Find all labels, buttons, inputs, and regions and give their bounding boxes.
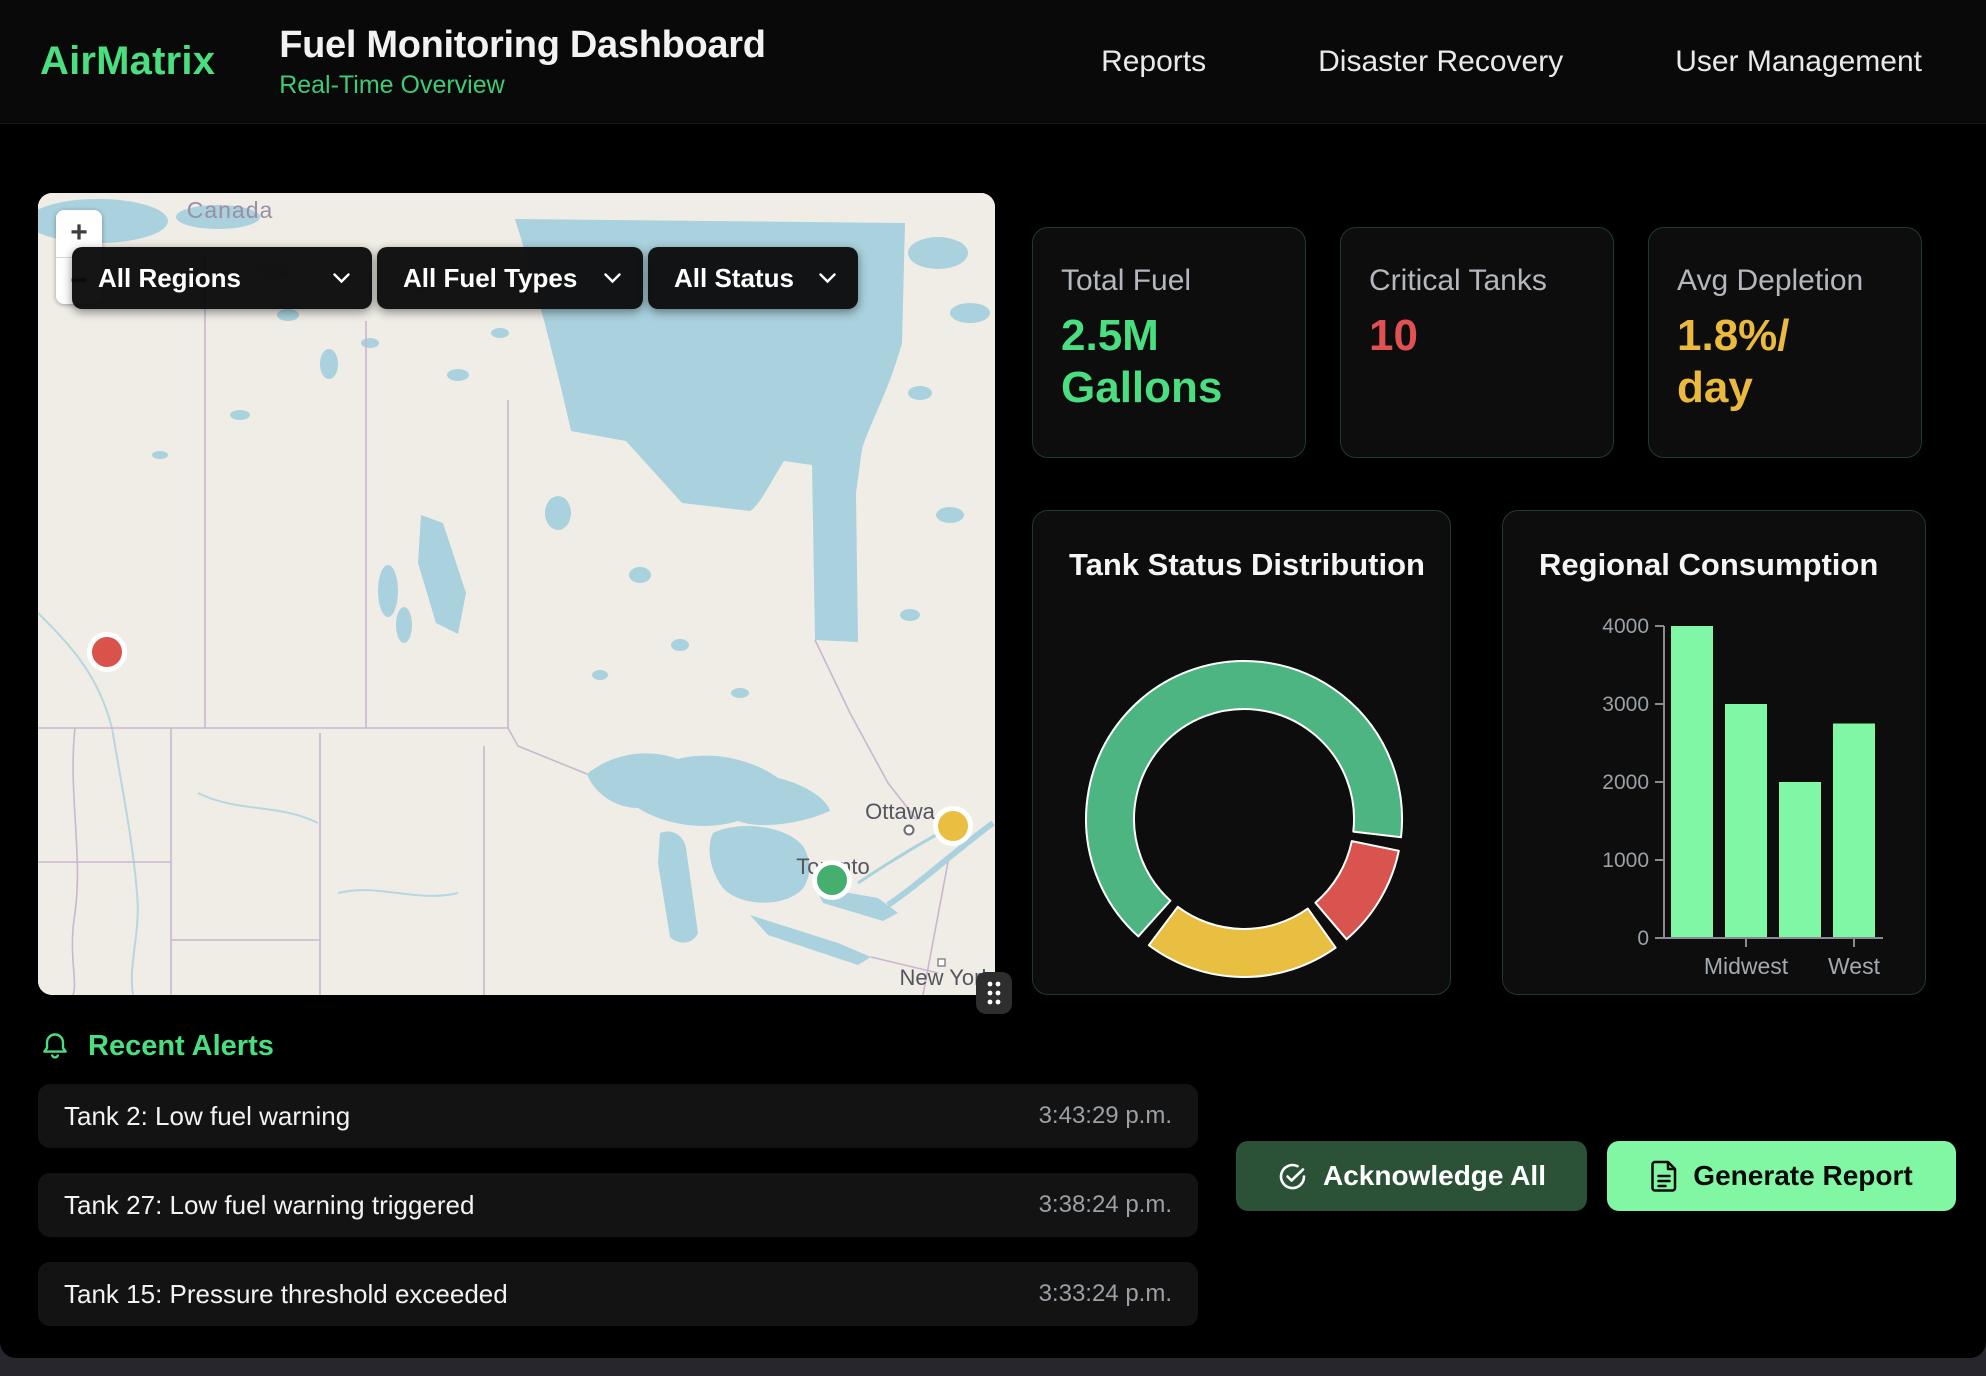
fuel-type-filter-value: All Fuel Types <box>403 263 577 294</box>
main-nav: Reports Disaster Recovery User Managemen… <box>1101 45 1986 79</box>
chevron-down-icon <box>604 273 621 284</box>
alert-row[interactable]: Tank 27: Low fuel warning triggered 3:38… <box>38 1173 1198 1237</box>
region-filter-value: All Regions <box>98 263 241 294</box>
alert-row[interactable]: Tank 15: Pressure threshold exceeded 3:3… <box>38 1262 1198 1326</box>
alert-time: 3:33:24 p.m. <box>1039 1280 1172 1308</box>
tank-map[interactable]: Canada Ottawa Toronto New York + − All R… <box>38 193 995 995</box>
regional-consumption-card: Regional Consumption 01000200030004000Mi… <box>1502 510 1926 995</box>
stat-card-critical-tanks: Critical Tanks 10 <box>1340 227 1614 458</box>
status-filter-select[interactable]: All Status <box>648 247 858 309</box>
map-marker-layer <box>38 193 995 995</box>
alerts-header: Recent Alerts <box>40 1030 274 1063</box>
acknowledge-all-button[interactable]: Acknowledge All <box>1236 1141 1587 1211</box>
page-subtitle: Real-Time Overview <box>279 71 765 100</box>
stat-label: Critical Tanks <box>1369 264 1613 298</box>
y-tick-label: 3000 <box>1602 693 1649 716</box>
y-tick-label: 4000 <box>1602 615 1649 638</box>
alert-message: Tank 2: Low fuel warning <box>64 1101 350 1132</box>
alert-list: Tank 2: Low fuel warning 3:43:29 p.m. Ta… <box>38 1084 1198 1326</box>
alert-time: 3:38:24 p.m. <box>1039 1191 1172 1219</box>
stat-value: 10 <box>1369 310 1613 362</box>
stat-value: 2.5M Gallons <box>1061 310 1305 414</box>
resize-grip-handle[interactable] <box>976 972 1012 1014</box>
alert-row[interactable]: Tank 2: Low fuel warning 3:43:29 p.m. <box>38 1084 1198 1148</box>
grip-dots-icon <box>986 980 1002 1006</box>
generate-report-label: Generate Report <box>1693 1160 1912 1192</box>
stat-cards: Total Fuel 2.5M Gallons Critical Tanks 1… <box>1032 227 1922 458</box>
chevron-down-icon <box>333 273 350 284</box>
status-filter-value: All Status <box>674 263 794 294</box>
alerts-heading: Recent Alerts <box>88 1030 274 1063</box>
nav-item-disaster-recovery[interactable]: Disaster Recovery <box>1318 45 1563 79</box>
tank-status-card: Tank Status Distribution <box>1032 510 1451 995</box>
y-tick-label: 1000 <box>1602 849 1649 872</box>
bar-2 <box>1779 782 1821 938</box>
donut-segment-yellow <box>1149 907 1336 977</box>
tank-marker-critical[interactable] <box>87 632 127 672</box>
chevron-down-icon <box>819 273 836 284</box>
bar-3 <box>1833 724 1875 939</box>
acknowledge-all-label: Acknowledge All <box>1323 1160 1546 1192</box>
brand-logo: AirMatrix <box>40 39 215 84</box>
tank-marker-normal[interactable] <box>812 860 852 900</box>
map-filters: All Regions All Fuel Types All Status <box>72 247 858 309</box>
nav-item-reports[interactable]: Reports <box>1101 45 1206 79</box>
stat-label: Avg Depletion <box>1677 264 1921 298</box>
page-title: Fuel Monitoring Dashboard <box>279 24 765 67</box>
nav-item-user-management[interactable]: User Management <box>1675 45 1922 79</box>
region-filter-select[interactable]: All Regions <box>72 247 372 309</box>
donut-segment-red <box>1315 841 1398 939</box>
y-tick-label: 2000 <box>1602 771 1649 794</box>
bar-0 <box>1671 626 1713 938</box>
alert-message: Tank 15: Pressure threshold exceeded <box>64 1279 508 1310</box>
x-tick-label: Midwest <box>1704 953 1789 979</box>
alert-message: Tank 27: Low fuel warning triggered <box>64 1190 474 1221</box>
y-tick-label: 0 <box>1637 927 1649 950</box>
app-header: AirMatrix Fuel Monitoring Dashboard Real… <box>0 0 1986 124</box>
dashboard-app: AirMatrix Fuel Monitoring Dashboard Real… <box>0 0 1986 1358</box>
document-icon <box>1650 1160 1678 1192</box>
check-circle-icon <box>1277 1161 1308 1192</box>
stat-value: 1.8%/ day <box>1677 310 1921 414</box>
donut-chart-title: Tank Status Distribution <box>1069 547 1450 583</box>
stat-card-avg-depletion: Avg Depletion 1.8%/ day <box>1648 227 1922 458</box>
bar-1 <box>1725 704 1767 938</box>
tank-status-donut <box>1054 629 1434 1009</box>
stat-card-total-fuel: Total Fuel 2.5M Gallons <box>1032 227 1306 458</box>
fuel-type-filter-select[interactable]: All Fuel Types <box>377 247 643 309</box>
x-tick-label: West <box>1828 953 1881 979</box>
regional-consumption-bars: 0 1000 2000 3000 4000 Midwest West <box>1503 511 1927 996</box>
generate-report-button[interactable]: Generate Report <box>1607 1141 1956 1211</box>
title-block: Fuel Monitoring Dashboard Real-Time Over… <box>279 24 765 100</box>
bell-icon <box>40 1030 70 1063</box>
stat-label: Total Fuel <box>1061 264 1305 298</box>
tank-marker-warning[interactable] <box>933 806 973 846</box>
alert-time: 3:43:29 p.m. <box>1039 1102 1172 1130</box>
